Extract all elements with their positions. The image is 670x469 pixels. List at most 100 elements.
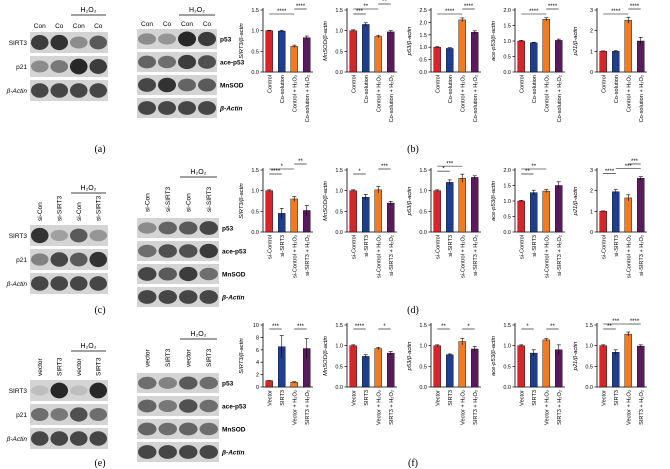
y-tick-label: 0.5 <box>419 364 427 370</box>
bar <box>349 30 357 73</box>
bar <box>542 339 550 388</box>
blot-band <box>199 399 218 413</box>
y-tick-label: 0.0 <box>503 385 511 391</box>
blot-band <box>199 267 218 281</box>
significance-label: *** <box>381 164 389 170</box>
blot-band <box>199 290 218 304</box>
significance-label: **** <box>548 4 558 10</box>
x-tick-label: Co-solution + H₂O₂ <box>639 75 645 122</box>
bar <box>265 190 273 233</box>
band-label: p21 <box>16 412 27 419</box>
lane-label: vector <box>76 357 83 376</box>
x-tick-label: si-Control <box>601 235 607 259</box>
bar <box>446 182 454 233</box>
bar <box>446 48 454 73</box>
blot-strip <box>137 52 217 72</box>
blot-strip <box>30 225 108 246</box>
bar <box>265 30 273 73</box>
y-tick-label: 0.0 <box>251 70 259 76</box>
y-tick-label: 1.0 <box>335 189 343 195</box>
significance-label: **** <box>630 4 640 10</box>
bar <box>303 37 311 73</box>
significance-label: ** <box>363 4 368 10</box>
western-blot-a-left: H₂O₂ Con Co Con Co SIRT3 p21 β-Actin <box>6 7 108 101</box>
bar <box>555 185 563 233</box>
y-tick-label: 0.0 <box>419 385 427 391</box>
x-tick-label: Vector + H₂O₂ <box>460 390 466 425</box>
blot-band <box>158 77 176 93</box>
lane-label: Con <box>181 21 193 28</box>
blot-strip <box>30 80 108 101</box>
y-tick-label: 1.0 <box>585 344 593 350</box>
blot-band <box>138 399 157 413</box>
significance-label: **** <box>296 4 306 10</box>
significance-label: * <box>442 166 445 172</box>
blot-band <box>89 35 108 50</box>
x-tick-label: si-Control + H₂O₂ <box>544 235 550 278</box>
x-tick-label: si-Control + H₂O₂ <box>376 235 382 278</box>
blot-band <box>69 36 88 49</box>
bar-chart-f-2: 0.0 0.5 1.0 1.5 MnSOD/β-actin Vector SIRT3 Vect… <box>323 323 397 425</box>
blot-band <box>89 431 108 446</box>
significance-label: **** <box>355 324 365 330</box>
x-tick-label: SIRT3 <box>614 390 620 406</box>
lane-label: si-SIRT3 <box>95 195 102 221</box>
x-tick-label: si-SIRT3 <box>280 235 286 257</box>
y-tick-label: 0.0 <box>335 70 343 76</box>
y-tick-label: 0.0 <box>335 385 343 391</box>
lane-label: Co <box>94 23 103 30</box>
y-tick-label: 1.0 <box>503 344 511 350</box>
y-tick-label: 0 <box>590 70 593 76</box>
blot-band <box>178 101 196 115</box>
x-tick-label: Vector + H₂O₂ <box>292 390 298 425</box>
y-tick-label: 2.0 <box>503 8 511 14</box>
bar-chart-d-3: 0.0 0.5 1.0 1.5 p53/β-actin si-Control si-SIRT… <box>407 161 481 278</box>
y-tick-label: 1.0 <box>335 344 343 350</box>
blot-strip <box>137 218 219 238</box>
significance-label: *** <box>631 159 639 165</box>
bar <box>362 197 370 233</box>
bar <box>517 40 525 73</box>
x-tick-label: SIRT3 + H₂O₂ <box>639 390 645 425</box>
y-tick-label: 1.0 <box>335 29 343 35</box>
blot-band <box>198 31 216 47</box>
bar-chart-f-3: 0.0 0.5 1.0 1.5 p53/β-actin Vector SIRT3 Vector… <box>407 323 481 425</box>
blot-band <box>138 78 156 92</box>
bar <box>542 19 550 73</box>
significance-label: **** <box>445 9 455 15</box>
blot-band <box>138 55 156 69</box>
bar <box>290 382 298 388</box>
panel-label-e: (e) <box>94 458 105 469</box>
x-tick-label: Co-solution + H₂O₂ <box>473 75 479 122</box>
y-axis-label: ace-p53/β-actin <box>491 181 497 221</box>
y-axis-label: p53/β-actin <box>407 27 413 57</box>
blot-band <box>178 31 196 47</box>
y-tick-label: 1.5 <box>585 323 593 329</box>
bar <box>471 32 479 73</box>
bar <box>349 190 357 233</box>
blot-band <box>50 408 69 421</box>
band-label: SIRT3 <box>9 233 28 240</box>
blot-band <box>138 422 157 436</box>
bar <box>599 211 607 233</box>
x-tick-label: Control <box>601 75 607 93</box>
x-tick-label: Co-solution <box>448 75 454 103</box>
y-axis-label: p21/β-actin <box>573 187 579 217</box>
y-tick-label: 0.0 <box>251 230 259 236</box>
bar <box>599 51 607 73</box>
blot-band <box>30 385 49 396</box>
bar <box>458 178 466 233</box>
blot-band <box>179 221 198 235</box>
lane-label: Con <box>34 23 46 30</box>
x-tick-label: Co-solution <box>532 75 538 103</box>
y-tick-label: 0.5 <box>335 49 343 55</box>
x-tick-label: Vector <box>351 390 357 406</box>
bar <box>542 190 550 233</box>
x-tick-label: SIRT3 + H₂O₂ <box>473 390 479 425</box>
band-label: p21 <box>16 257 27 264</box>
blot-band <box>198 78 216 92</box>
bar <box>471 177 479 233</box>
blot-band <box>158 422 177 436</box>
y-tick-label: 0.5 <box>335 209 343 215</box>
band-label: MnSOD <box>222 272 246 279</box>
